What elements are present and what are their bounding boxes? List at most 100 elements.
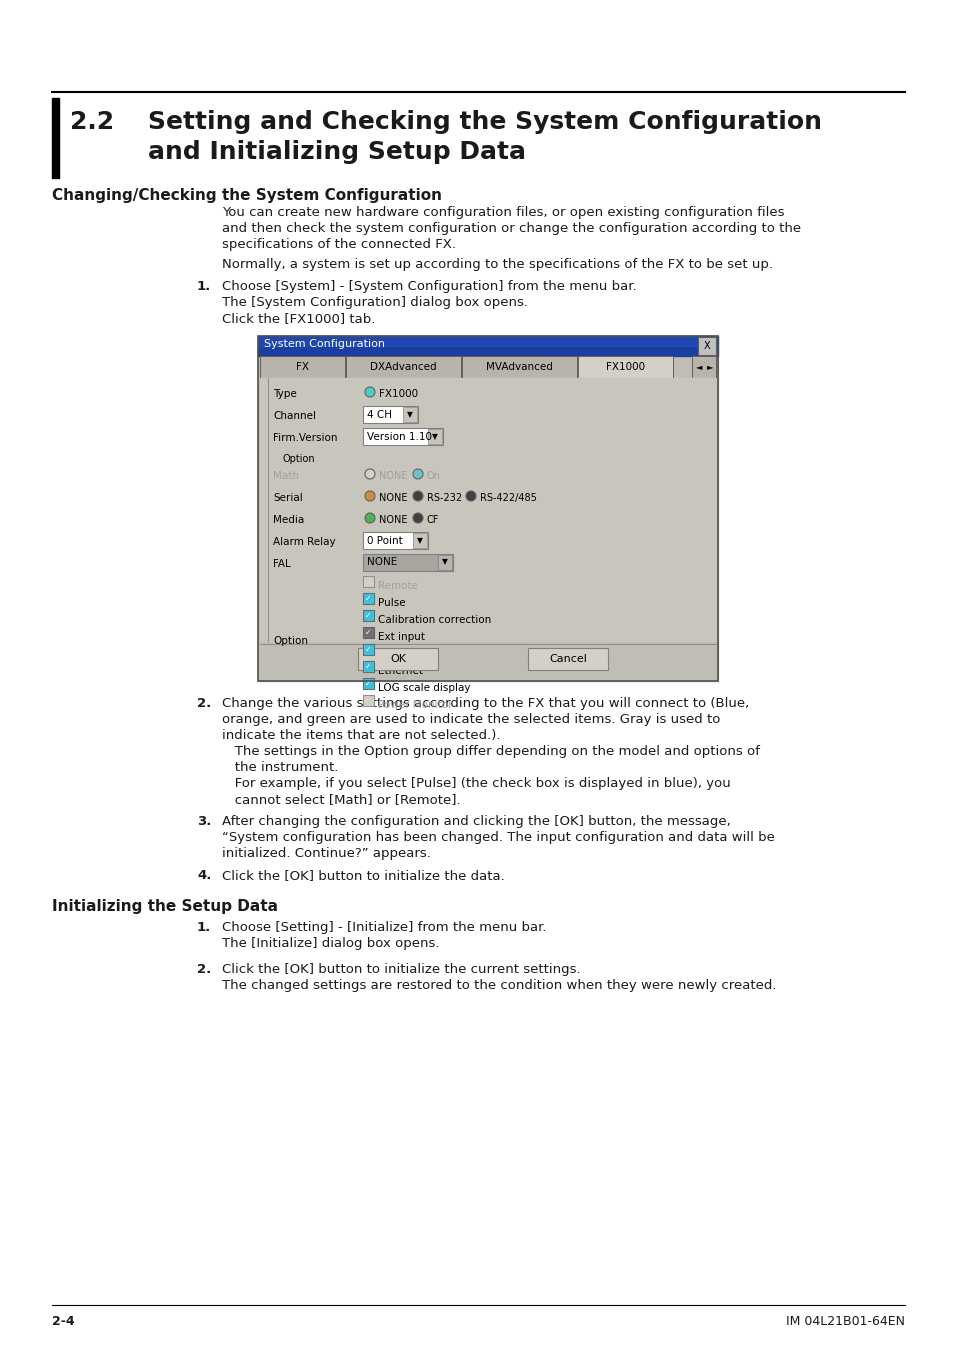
Bar [260, 647, 716, 676]
Text: specifications of the connected FX.: specifications of the connected FX. [222, 238, 456, 251]
Text: RS-422/485: RS-422/485 [479, 493, 537, 504]
Text: USB: USB [377, 649, 399, 659]
Bar [257, 356, 718, 680]
Bar [363, 554, 453, 571]
Text: indicate the items that are not selected.).: indicate the items that are not selected… [222, 729, 500, 742]
Bar [437, 555, 452, 570]
Bar [363, 593, 374, 603]
Bar [364, 612, 373, 620]
Bar [257, 336, 718, 356]
Bar [578, 356, 672, 378]
Text: The changed settings are restored to the condition when they were newly created.: The changed settings are restored to the… [222, 979, 776, 992]
Text: Ethernet: Ethernet [377, 666, 422, 676]
Text: Setting and Checking the System Configuration: Setting and Checking the System Configur… [148, 109, 821, 134]
Text: Option: Option [283, 454, 315, 464]
Text: Type: Type [273, 389, 296, 400]
Bar [357, 648, 437, 670]
Text: FX1000: FX1000 [605, 362, 644, 373]
Text: ✓: ✓ [365, 594, 372, 603]
Text: Initializing the Setup Data: Initializing the Setup Data [52, 899, 277, 914]
Text: Normally, a system is set up according to the specifications of the FX to be set: Normally, a system is set up according t… [222, 258, 772, 271]
Text: Changing/Checking the System Configuration: Changing/Checking the System Configurati… [52, 188, 441, 202]
Text: Choose [Setting] - [Initialize] from the menu bar.: Choose [Setting] - [Initialize] from the… [222, 921, 546, 934]
Text: System Configuration: System Configuration [264, 339, 385, 350]
Bar [527, 648, 607, 670]
Text: Change the various settings according to the FX that you will connect to (Blue,: Change the various settings according to… [222, 697, 748, 710]
Text: 4 CH: 4 CH [367, 409, 392, 420]
Text: Channel: Channel [273, 410, 315, 421]
Text: FX: FX [295, 362, 309, 373]
Bar [346, 356, 460, 378]
Text: Remote: Remote [377, 580, 417, 591]
Bar [461, 356, 577, 378]
Bar [257, 336, 718, 680]
Bar [363, 610, 374, 621]
Text: 2.: 2. [196, 697, 211, 710]
Bar [413, 533, 427, 548]
Text: the instrument.: the instrument. [222, 761, 338, 774]
Text: OK: OK [390, 653, 406, 664]
Text: cannot select [Math] or [Remote].: cannot select [Math] or [Remote]. [222, 792, 460, 806]
Text: NONE: NONE [378, 493, 407, 504]
Circle shape [365, 491, 375, 501]
Bar [364, 594, 373, 603]
Text: FX1000: FX1000 [378, 389, 417, 400]
Text: LOG scale display: LOG scale display [377, 683, 470, 693]
Text: orange, and green are used to indicate the selected items. Gray is used to: orange, and green are used to indicate t… [222, 713, 720, 726]
Bar [363, 532, 428, 549]
Text: ▼: ▼ [432, 432, 437, 441]
Text: You can create new hardware configuration files, or open existing configuration : You can create new hardware configuratio… [222, 207, 783, 219]
Text: NONE: NONE [378, 471, 407, 481]
Text: Pulse: Pulse [377, 598, 405, 608]
Text: DXAdvanced: DXAdvanced [370, 362, 436, 373]
Bar [691, 356, 716, 378]
Text: NONE: NONE [367, 558, 396, 567]
Bar [364, 662, 373, 671]
Text: initialized. Continue?” appears.: initialized. Continue?” appears. [222, 846, 431, 860]
Text: Power Monitor: Power Monitor [377, 701, 452, 710]
Text: and Initializing Setup Data: and Initializing Setup Data [148, 140, 525, 163]
Text: Version 1.10: Version 1.10 [367, 432, 432, 441]
Bar [364, 628, 373, 637]
Text: 2.2: 2.2 [70, 109, 114, 134]
Text: 2.: 2. [196, 963, 211, 976]
Bar [363, 428, 442, 446]
Text: ▼: ▼ [407, 410, 413, 418]
Bar [257, 336, 718, 346]
Text: CF: CF [427, 514, 439, 525]
Text: ✓: ✓ [365, 679, 372, 688]
Text: 2-4: 2-4 [52, 1315, 74, 1328]
Bar [363, 678, 374, 688]
Text: ✓: ✓ [365, 628, 372, 637]
Text: For example, if you select [Pulse] (the check box is displayed in blue), you: For example, if you select [Pulse] (the … [222, 778, 730, 790]
Text: Option: Option [273, 636, 308, 647]
Text: ✓: ✓ [365, 612, 372, 620]
Circle shape [365, 468, 375, 479]
Bar [363, 576, 374, 587]
Text: Cancel: Cancel [549, 653, 586, 664]
Bar [363, 662, 374, 672]
Bar [364, 645, 373, 653]
Bar [698, 338, 716, 355]
Circle shape [413, 468, 422, 479]
Text: 0 Point: 0 Point [367, 536, 402, 545]
Text: Serial: Serial [273, 493, 302, 504]
Bar [363, 626, 374, 639]
Circle shape [413, 513, 422, 522]
Text: 1.: 1. [196, 921, 211, 934]
Text: The [Initialize] dialog box opens.: The [Initialize] dialog box opens. [222, 937, 439, 950]
Text: ▼: ▼ [441, 558, 448, 567]
Text: Choose [System] - [System Configuration] from the menu bar.: Choose [System] - [System Configuration]… [222, 279, 636, 293]
Text: The [System Configuration] dialog box opens.: The [System Configuration] dialog box op… [222, 296, 527, 309]
Text: NONE: NONE [378, 514, 407, 525]
Text: The settings in the Option group differ depending on the model and options of: The settings in the Option group differ … [222, 745, 760, 757]
Text: Ext input: Ext input [377, 632, 424, 643]
Text: “System configuration has been changed. The input configuration and data will be: “System configuration has been changed. … [222, 832, 774, 844]
Circle shape [413, 491, 422, 501]
Bar [428, 429, 441, 444]
Text: 1.: 1. [196, 279, 211, 293]
Text: 3.: 3. [196, 815, 212, 828]
Text: After changing the configuration and clicking the [OK] button, the message,: After changing the configuration and cli… [222, 815, 730, 828]
Text: Alarm Relay: Alarm Relay [273, 537, 335, 547]
Text: Math: Math [273, 471, 298, 481]
